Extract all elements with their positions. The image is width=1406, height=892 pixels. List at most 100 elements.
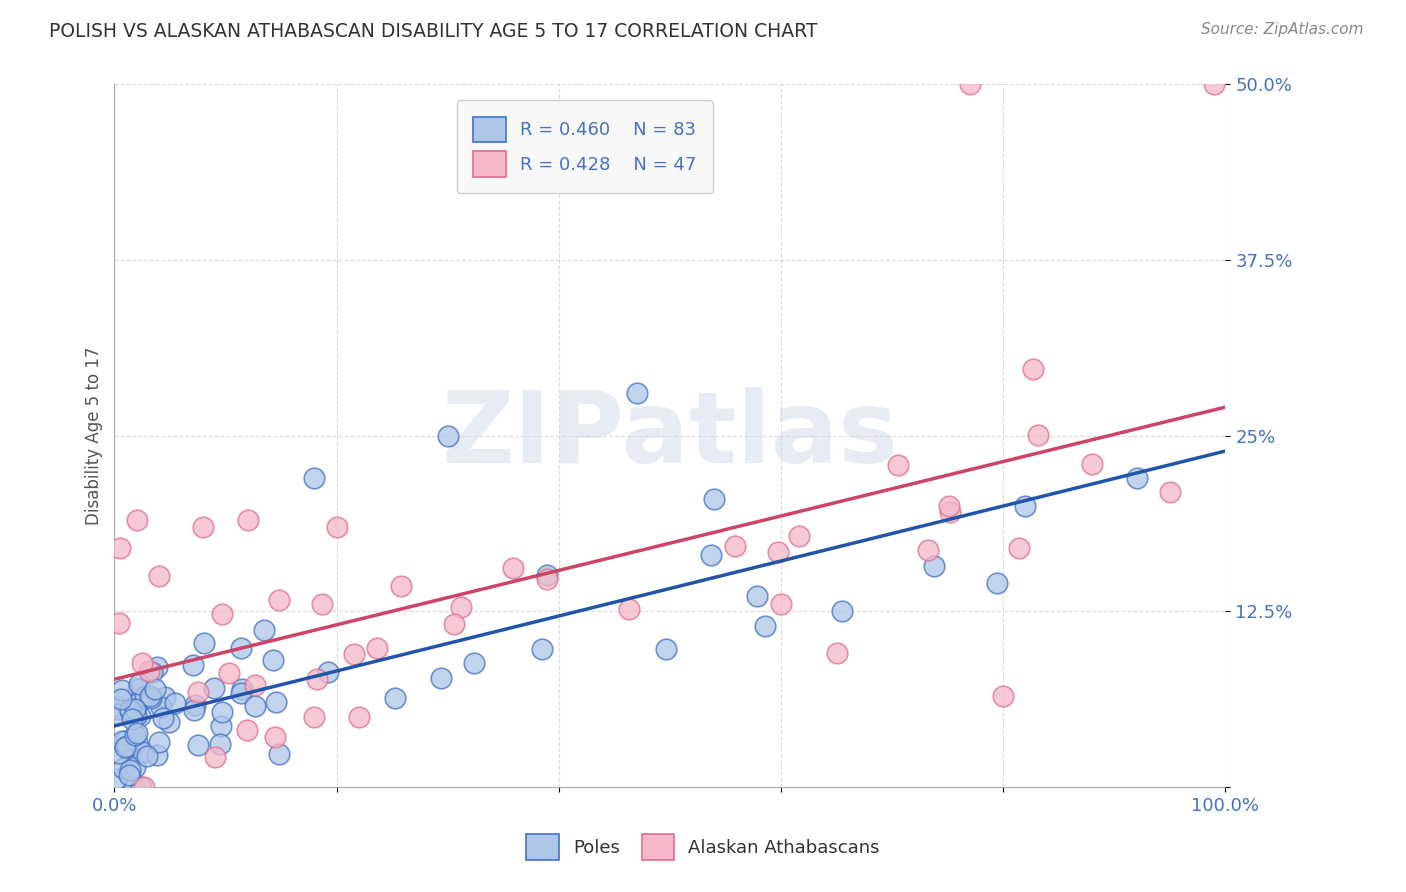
Point [938, 505, 960, 519]
Point [1204, 78, 1226, 92]
Point [209, 719, 232, 733]
Point [236, 513, 259, 527]
Point [118, 768, 141, 782]
Point [118, 703, 141, 717]
Point [243, 677, 266, 691]
Point [831, 603, 853, 617]
Point [165, 697, 187, 711]
Point [347, 709, 370, 723]
Point [124, 728, 146, 742]
Point [325, 520, 347, 534]
Point [922, 559, 945, 574]
Point [183, 703, 205, 717]
Point [208, 737, 231, 751]
Point [127, 681, 149, 696]
Point [138, 665, 160, 679]
Point [626, 386, 648, 401]
Text: POLISH VS ALASKAN ATHABASCAN DISABILITY AGE 5 TO 17 CORRELATION CHART: POLISH VS ALASKAN ATHABASCAN DISABILITY … [49, 22, 818, 41]
Point [754, 619, 776, 633]
Point [129, 780, 152, 794]
Point [938, 500, 960, 514]
Point [114, 740, 136, 755]
Point [131, 656, 153, 670]
Point [193, 636, 215, 650]
Point [699, 548, 721, 562]
Point [1081, 457, 1104, 471]
Point [252, 623, 274, 637]
Point [143, 681, 166, 696]
Point [104, 772, 127, 786]
Point [112, 760, 135, 774]
Point [108, 616, 131, 631]
Point [304, 471, 326, 485]
Point [132, 780, 155, 794]
Point [193, 520, 215, 534]
Point [787, 529, 810, 543]
Point [1008, 541, 1031, 556]
Point [211, 607, 233, 621]
Point [231, 640, 253, 655]
Point [745, 589, 768, 603]
Point [263, 730, 285, 744]
Point [114, 739, 136, 754]
Point [145, 748, 167, 763]
Point [148, 735, 170, 749]
Point [655, 642, 678, 657]
Point [124, 702, 146, 716]
Point [770, 597, 793, 611]
Point [111, 734, 134, 748]
Point [108, 746, 131, 760]
Point [619, 601, 641, 615]
Point [141, 690, 163, 705]
Point [114, 734, 136, 748]
Point [389, 579, 412, 593]
Point [235, 723, 257, 738]
Point [231, 686, 253, 700]
Point [1159, 484, 1181, 499]
Point [187, 738, 209, 752]
Point [986, 575, 1008, 590]
Point [262, 653, 284, 667]
Point [110, 691, 132, 706]
Point [536, 568, 558, 582]
Point [129, 709, 152, 723]
Point [304, 709, 326, 723]
Point [1014, 499, 1036, 513]
Point [136, 749, 159, 764]
Point [115, 739, 138, 753]
Point [125, 735, 148, 749]
Legend: Poles, Alaskan Athabascans: Poles, Alaskan Athabascans [512, 820, 894, 874]
Point [105, 702, 128, 716]
Point [766, 545, 789, 559]
Point [121, 712, 143, 726]
Point [269, 592, 291, 607]
Point [264, 695, 287, 709]
Point [724, 539, 747, 553]
Point [993, 689, 1015, 703]
Point [120, 746, 142, 760]
Point [125, 726, 148, 740]
Point [311, 597, 333, 611]
Point [183, 658, 205, 673]
Point [959, 78, 981, 92]
Point [366, 640, 388, 655]
Point [118, 703, 141, 717]
Point [267, 747, 290, 761]
Point [132, 745, 155, 759]
Point [218, 666, 240, 681]
Point [139, 689, 162, 703]
Point [134, 689, 156, 703]
Point [108, 541, 131, 555]
Point [1026, 428, 1049, 442]
Point [231, 682, 253, 697]
Point [443, 616, 465, 631]
Point [825, 646, 848, 660]
Point [111, 682, 134, 697]
Point [536, 572, 558, 586]
Point [436, 428, 458, 442]
Point [463, 656, 485, 670]
Point [157, 715, 180, 730]
Y-axis label: Disability Age 5 to 17: Disability Age 5 to 17 [86, 346, 103, 524]
Point [1022, 362, 1045, 376]
Point [124, 760, 146, 774]
